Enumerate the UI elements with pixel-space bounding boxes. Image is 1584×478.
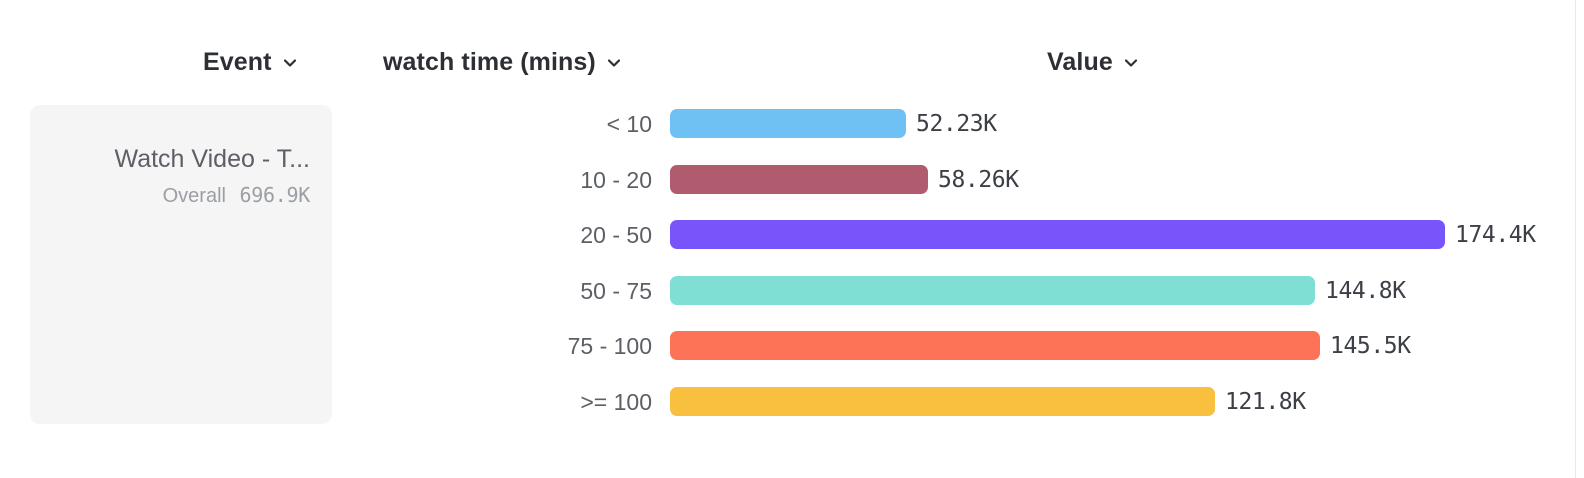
bar-category-label: 75 - 100	[567, 333, 652, 359]
column-header-value-label: Value	[1047, 48, 1113, 76]
bar-row[interactable]: 10 - 20 58.26K	[0, 164, 1584, 195]
chevron-down-icon[interactable]	[606, 55, 622, 71]
event-card-overall-value: 696.9K	[239, 183, 311, 207]
column-header-event-label: Event	[203, 48, 272, 76]
bar-row[interactable]: 75 - 100 145.5K	[0, 331, 1584, 361]
bar-segment[interactable]	[670, 331, 1320, 360]
bar-segment[interactable]	[670, 220, 1445, 249]
horizontal-bar-chart: < 10 52.23K 10 - 20 58.26K 20 - 50 174.4K 50 -…	[0, 105, 1584, 445]
event-card-overall-label: Overall	[162, 185, 226, 207]
bar-value-label: 174.4K	[1455, 222, 1536, 248]
bar-value-label: 58.26K	[938, 166, 1019, 193]
chevron-down-icon[interactable]	[1123, 55, 1139, 71]
bar-category-label: >= 100	[580, 388, 652, 415]
bar-value-label: 144.8K	[1325, 277, 1406, 304]
column-header-metric-label: watch time (mins)	[383, 48, 596, 76]
bar-track	[670, 109, 906, 138]
bar-row[interactable]: >= 100 121.8K	[0, 386, 1584, 417]
bar-track	[670, 220, 1445, 249]
event-card-overall: Overall 696.9K	[52, 183, 311, 208]
column-header-metric[interactable]: watch time (mins)	[383, 48, 622, 77]
column-header-value[interactable]: Value	[1047, 48, 1139, 77]
bar-track	[670, 164, 928, 194]
bar-row[interactable]: < 10 52.23K	[0, 109, 1584, 139]
bar-category-label: 20 - 50	[580, 222, 652, 248]
bar-category-label: 50 - 75	[580, 277, 652, 304]
bar-track	[670, 331, 1320, 360]
bar-segment[interactable]	[670, 275, 1315, 305]
bar-category-label: < 10	[606, 111, 652, 137]
bar-value-label: 52.23K	[916, 111, 997, 137]
bar-segment[interactable]	[670, 109, 906, 138]
column-header-event[interactable]: Event	[203, 48, 298, 77]
bar-segment[interactable]	[670, 386, 1215, 416]
bar-value-label: 121.8K	[1225, 388, 1306, 415]
bar-row[interactable]: 20 - 50 174.4K	[0, 220, 1584, 250]
event-card[interactable]: Watch Video - T... Overall 696.9K	[30, 105, 332, 424]
panel-divider	[1575, 0, 1576, 478]
bar-row[interactable]: 50 - 75 144.8K	[0, 275, 1584, 306]
bar-segment[interactable]	[670, 164, 928, 194]
bar-value-label: 145.5K	[1330, 333, 1411, 359]
bar-track	[670, 275, 1315, 305]
column-header-row: Event watch time (mins) Value	[0, 48, 1584, 88]
bar-category-label: 10 - 20	[580, 166, 652, 193]
chevron-down-icon[interactable]	[282, 55, 298, 71]
bar-track	[670, 386, 1215, 416]
